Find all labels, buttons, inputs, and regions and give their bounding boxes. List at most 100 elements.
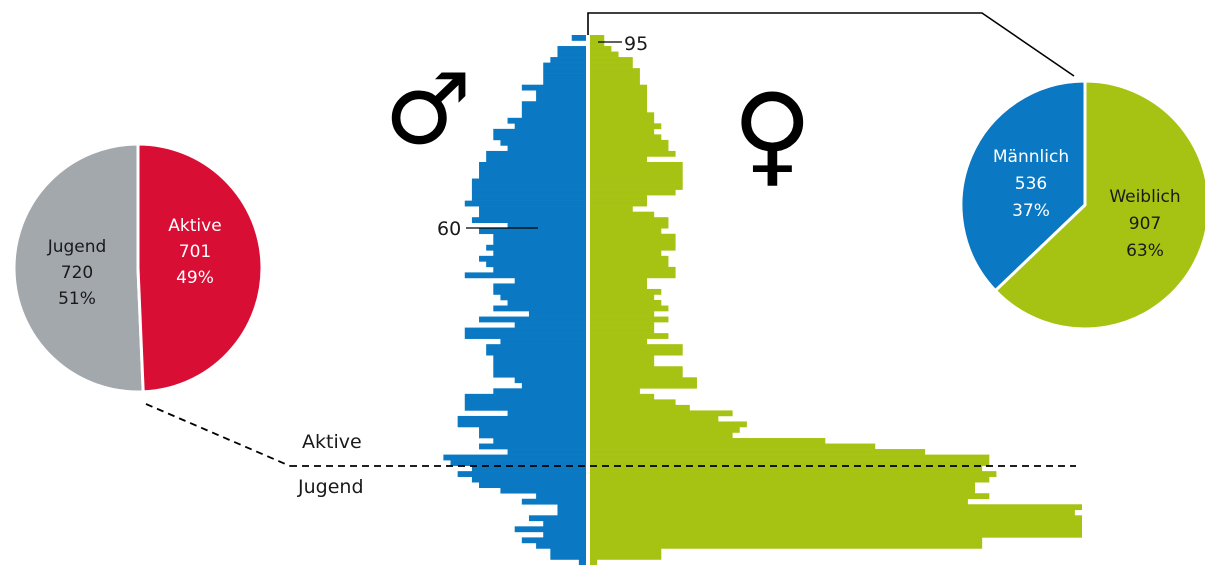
female-bar (590, 79, 640, 85)
pie-slice-aktive (136, 142, 264, 394)
female-bar (590, 184, 683, 190)
group-label-aktive: Aktive (302, 431, 362, 453)
male-bar (493, 288, 586, 295)
pie-percent-weiblich: 63% (1126, 241, 1164, 261)
female-bar (590, 509, 1075, 516)
group-label-jugend: Jugend (297, 476, 364, 498)
female-symbol-icon: ♀ (732, 70, 813, 198)
male-bar (521, 84, 586, 91)
female-bar (590, 493, 990, 500)
male-bar (557, 46, 586, 52)
female-bar (590, 443, 876, 450)
male-bar (479, 316, 586, 323)
pie-label-weiblich: Weiblich (1109, 187, 1180, 207)
male-bar (507, 117, 586, 124)
female-bar (590, 377, 697, 384)
female-bar (590, 244, 676, 251)
female-bar (590, 106, 648, 113)
male-bar (521, 106, 586, 113)
male-bar (493, 233, 586, 240)
female-bar (590, 62, 633, 69)
female-bar (590, 432, 733, 439)
female-bar (590, 438, 826, 444)
female-bar (590, 161, 683, 168)
male-bar (536, 493, 586, 500)
male-bar (493, 283, 586, 290)
female-bar (590, 266, 676, 273)
male-bar (493, 371, 586, 378)
pie-value-jugend: 720 (61, 263, 93, 283)
male-bar (557, 504, 586, 511)
male-bar (550, 57, 586, 63)
male-bar (500, 487, 586, 494)
male-bar (479, 206, 586, 212)
female-bar (590, 189, 676, 196)
male-bar (471, 217, 586, 224)
male-bars (443, 35, 586, 565)
male-bar (528, 515, 586, 522)
female-bar (590, 360, 655, 367)
female-bar (590, 139, 669, 146)
male-bar (493, 134, 586, 141)
female-bar (590, 200, 648, 207)
age-group-pie: Jugend 720 51% Aktive 701 49% (12, 142, 264, 394)
female-bar (590, 399, 676, 406)
male-bar (514, 277, 586, 284)
male-bar (479, 432, 586, 439)
male-bar (543, 73, 586, 80)
pie-label-aktive: Aktive (168, 216, 221, 236)
female-bar (590, 371, 683, 378)
female-bar (590, 294, 655, 301)
male-bar (493, 388, 586, 395)
female-bar (590, 531, 1082, 538)
female-bar (590, 283, 648, 290)
male-bar (479, 167, 586, 174)
female-bar (590, 277, 648, 284)
female-bar (590, 322, 655, 328)
male-bar (486, 156, 586, 163)
male-bar (486, 261, 586, 268)
female-bar (590, 553, 662, 560)
male-bar (471, 178, 586, 185)
male-bar (479, 228, 586, 235)
male-symbol-icon: ♂ (384, 53, 472, 167)
male-bar (507, 145, 586, 152)
male-bar (479, 426, 586, 433)
female-bar (590, 344, 683, 350)
pie-slice-maennlich (959, 79, 1087, 293)
female-bar (590, 476, 990, 483)
male-bar (500, 294, 586, 301)
male-bar (514, 526, 586, 533)
female-bar (590, 73, 640, 80)
female-bar (590, 316, 669, 323)
pie-value-aktive: 701 (179, 242, 211, 262)
female-bar (590, 410, 733, 417)
male-bar (514, 123, 586, 130)
female-bar (590, 167, 683, 174)
male-bar (536, 95, 586, 102)
male-bar (486, 349, 586, 356)
female-bar (590, 471, 997, 477)
female-bar (590, 393, 655, 400)
female-bar (590, 272, 676, 279)
female-bar (590, 35, 605, 41)
male-bar (479, 173, 586, 179)
male-bar (536, 542, 586, 549)
male-bar (514, 322, 586, 328)
male-bar (493, 128, 586, 135)
male-bar (543, 68, 586, 74)
male-bar (464, 404, 586, 411)
gender-pie: Männlich 536 37% Weiblich 907 63% (959, 79, 1205, 331)
pie-label-jugend: Jugend (47, 237, 107, 257)
female-bar (590, 460, 990, 466)
male-bar (543, 62, 586, 69)
female-bar (590, 355, 655, 362)
female-bar (590, 145, 669, 152)
male-bar (493, 438, 586, 444)
female-bar (590, 40, 605, 47)
female-bar (590, 526, 1082, 533)
female-bar (590, 311, 655, 317)
female-bar (590, 498, 968, 505)
male-bar (471, 465, 586, 472)
female-bars (590, 35, 1082, 565)
